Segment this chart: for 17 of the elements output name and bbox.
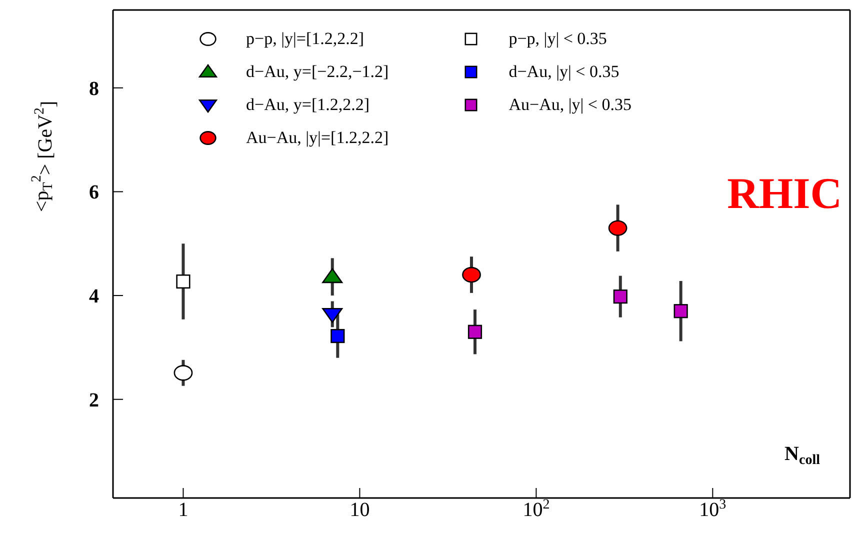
y-tick-label: 4 <box>89 286 99 308</box>
x-tick-label: 10$^{2}$ <box>522 497 550 521</box>
x-tick-label: 10$^{3}$ <box>699 497 726 521</box>
legend-label: d−Au, y=[−2.2,−1.2] <box>246 62 389 82</box>
legend-label: p−p, |y|=[1.2,2.2] <box>246 28 364 48</box>
y-tick-label: 2 <box>89 389 99 412</box>
legend-label: d−Au, y=[1.2,2.2] <box>246 94 370 114</box>
x-tick-label: 10 <box>350 499 370 521</box>
legend-label: p−p, |y| < 0.35 <box>508 28 607 48</box>
x-tick-label: 1 <box>178 499 188 521</box>
y-tick-label: 6 <box>89 182 99 204</box>
annotation: RHIC <box>727 168 842 219</box>
legend-label: d−Au, |y| < 0.35 <box>508 62 620 82</box>
y-tick-label: 8 <box>89 78 99 100</box>
x-axis-title: N$_{coll}$ <box>784 443 820 468</box>
legend-label: Au−Au, |y|=[1.2,2.2] <box>246 128 389 148</box>
legend-label: Au−Au, |y| < 0.35 <box>508 94 632 114</box>
